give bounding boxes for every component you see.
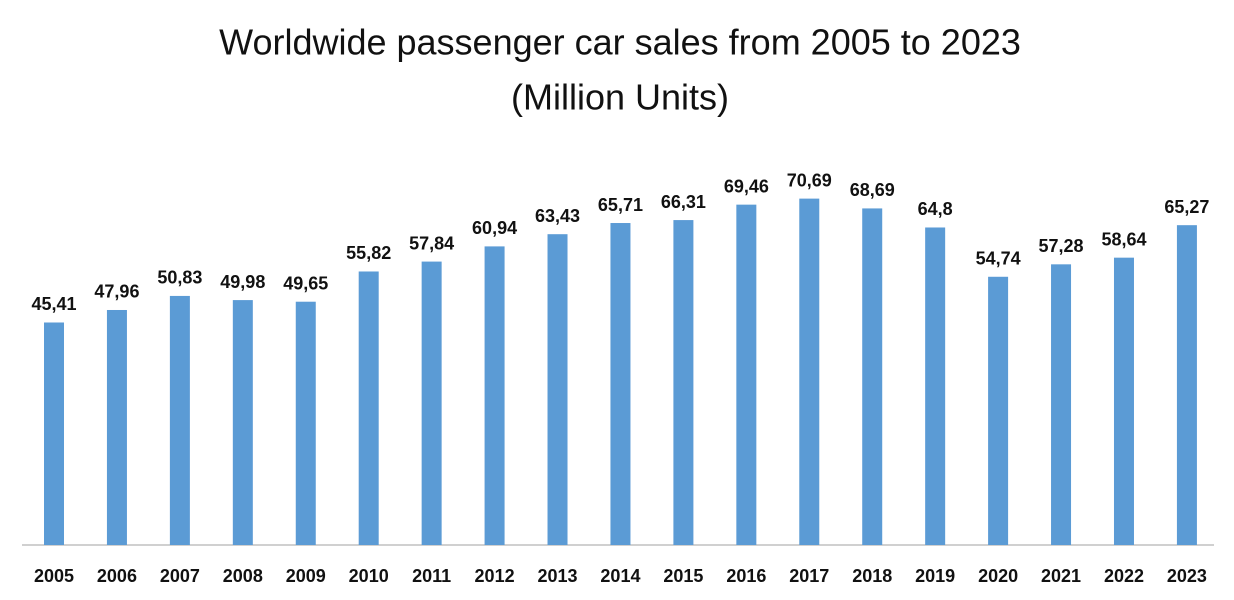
x-tick-label: 2012 <box>475 566 515 586</box>
bar <box>106 309 127 545</box>
data-label: 49,65 <box>283 273 328 293</box>
bar <box>547 234 568 545</box>
data-label: 60,94 <box>472 218 517 238</box>
bar <box>232 300 253 545</box>
data-label: 54,74 <box>976 249 1021 269</box>
x-tick-label: 2013 <box>537 566 577 586</box>
x-tick-label: 2014 <box>600 566 640 586</box>
bar <box>862 208 883 545</box>
bar <box>1176 225 1197 545</box>
x-tick-label: 2008 <box>223 566 263 586</box>
bar <box>610 223 631 545</box>
data-label: 57,28 <box>1039 236 1084 256</box>
data-label: 63,43 <box>535 206 580 226</box>
bar <box>988 276 1009 545</box>
x-tick-label: 2020 <box>978 566 1018 586</box>
data-label: 45,41 <box>31 294 76 314</box>
bar <box>736 204 757 545</box>
x-tick-label: 2007 <box>160 566 200 586</box>
data-label: 64,8 <box>918 199 953 219</box>
data-label: 65,27 <box>1164 197 1209 217</box>
chart-subtitle: (Million Units) <box>511 77 729 118</box>
data-label: 66,31 <box>661 192 706 212</box>
x-tick-label: 2022 <box>1104 566 1144 586</box>
data-label: 70,69 <box>787 170 832 190</box>
x-tick-label: 2023 <box>1167 566 1207 586</box>
data-label: 47,96 <box>94 282 139 302</box>
bar <box>1051 264 1072 545</box>
data-label: 65,71 <box>598 195 643 215</box>
data-label: 55,82 <box>346 243 391 263</box>
bar <box>44 322 64 545</box>
data-label: 57,84 <box>409 233 454 253</box>
chart-title: Worldwide passenger car sales from 2005 … <box>219 22 1021 63</box>
x-tick-label: 2011 <box>412 566 451 586</box>
x-tick-label: 2017 <box>789 566 829 586</box>
x-tick-label: 2015 <box>663 566 703 586</box>
data-label: 68,69 <box>850 180 895 200</box>
data-label: 69,46 <box>724 176 769 196</box>
bar <box>295 301 316 545</box>
x-tick-label: 2006 <box>97 566 137 586</box>
x-tick-label: 2019 <box>915 566 955 586</box>
bar <box>169 295 190 545</box>
bar <box>799 198 820 545</box>
data-label: 58,64 <box>1101 229 1146 249</box>
x-tick-label: 2016 <box>726 566 766 586</box>
bar <box>925 227 946 546</box>
bar <box>673 220 694 545</box>
x-tick-label: 2018 <box>852 566 892 586</box>
bar <box>484 246 505 546</box>
bar <box>358 271 379 545</box>
x-tick-label: 2010 <box>349 566 389 586</box>
bar <box>1113 257 1134 545</box>
data-label: 50,83 <box>157 268 202 288</box>
x-tick-label: 2021 <box>1041 566 1081 586</box>
bar <box>421 261 442 545</box>
x-tick-label: 2005 <box>34 566 74 586</box>
data-label: 49,98 <box>220 272 265 292</box>
x-tick-label: 2009 <box>286 566 326 586</box>
